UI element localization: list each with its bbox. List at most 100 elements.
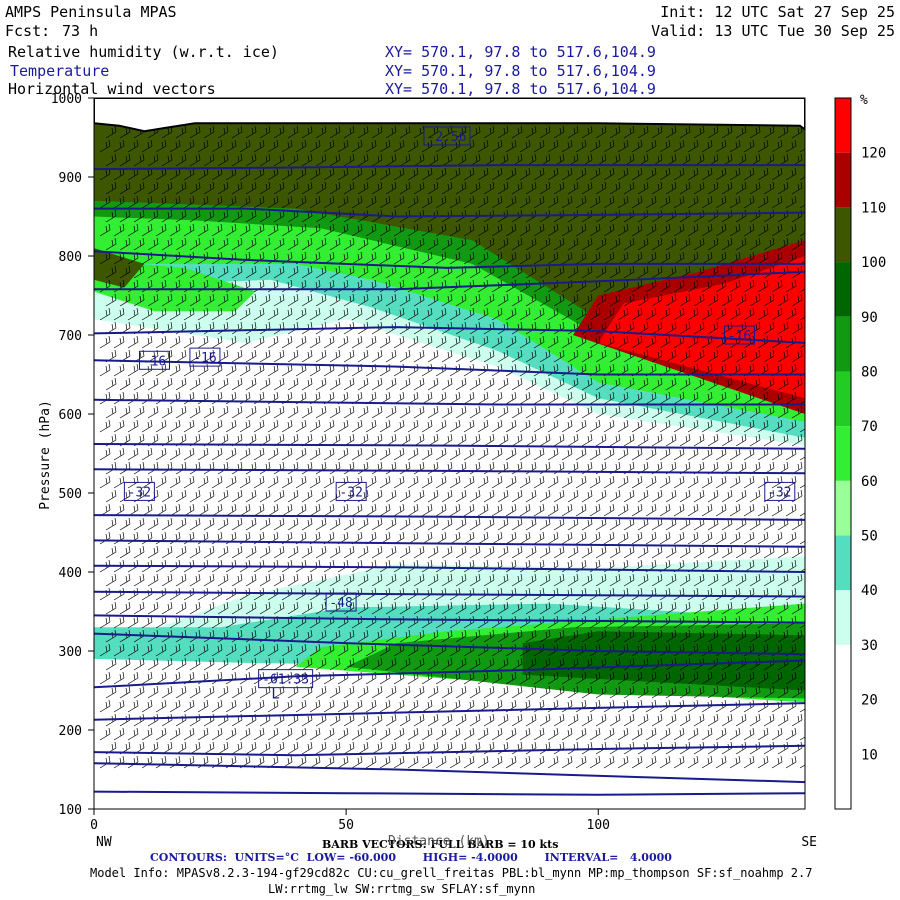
wind-barb bbox=[469, 237, 481, 251]
rh-region-14 bbox=[598, 256, 805, 399]
wind-barb bbox=[553, 181, 565, 195]
wind-barb bbox=[427, 237, 439, 251]
wind-barb bbox=[315, 237, 327, 251]
wind-barb bbox=[799, 232, 805, 237]
wind-barb bbox=[623, 125, 635, 139]
wind-barb bbox=[105, 153, 117, 167]
wind-barb bbox=[575, 139, 587, 153]
wind-barb bbox=[547, 139, 559, 153]
wind-barb bbox=[189, 209, 201, 223]
wind-barb bbox=[99, 223, 111, 237]
colorbar-bin bbox=[835, 480, 851, 536]
y-tick-label: 600 bbox=[59, 408, 82, 423]
wind-barb bbox=[231, 125, 243, 139]
wind-barb bbox=[281, 195, 293, 209]
wind-barb bbox=[99, 139, 111, 153]
wind-barb bbox=[631, 223, 643, 237]
wind-barb bbox=[169, 139, 181, 153]
wind-barb bbox=[371, 265, 383, 279]
wind-barb bbox=[567, 181, 579, 195]
field-xy-rh: XY= 570.1, 97.8 to 517.6,104.9 bbox=[385, 43, 656, 61]
wind-barb bbox=[533, 195, 545, 209]
wind-barb bbox=[189, 125, 201, 139]
wind-barb bbox=[525, 125, 537, 139]
wind-barb bbox=[197, 223, 209, 237]
wind-barb bbox=[141, 223, 153, 237]
wind-barb bbox=[631, 139, 643, 153]
wind-barb bbox=[371, 181, 383, 195]
wind-barb bbox=[127, 223, 139, 237]
wind-barb bbox=[413, 153, 425, 167]
wind-barb bbox=[287, 265, 299, 279]
wind-barb bbox=[231, 293, 243, 307]
wind-barb bbox=[105, 293, 117, 307]
wind-barb bbox=[379, 223, 391, 237]
wind-barb bbox=[287, 237, 299, 251]
wind-barb bbox=[231, 181, 243, 195]
wind-barb bbox=[239, 167, 251, 181]
wind-barb bbox=[749, 181, 761, 195]
wind-barb bbox=[687, 139, 699, 153]
colorbar-tick-label: 110 bbox=[861, 200, 886, 216]
model-info-line1: Model Info: MPASv8.2.3-194-gf29cd82c CU:… bbox=[90, 866, 813, 880]
wind-barb bbox=[511, 125, 523, 139]
wind-barb bbox=[595, 265, 607, 279]
wind-barb bbox=[253, 167, 265, 181]
wind-barb bbox=[687, 279, 699, 293]
wind-barb bbox=[113, 139, 125, 153]
wind-barb bbox=[133, 153, 145, 167]
wind-barb bbox=[183, 139, 195, 153]
wind-barb bbox=[491, 251, 503, 265]
colorbar-tick-label: 40 bbox=[861, 583, 878, 599]
wind-barb bbox=[631, 195, 643, 209]
wind-barb bbox=[637, 265, 649, 279]
wind-barb bbox=[693, 237, 705, 251]
wind-barb bbox=[743, 223, 755, 237]
wind-barb bbox=[687, 223, 699, 237]
wind-barb bbox=[449, 251, 461, 265]
wind-barb bbox=[525, 237, 537, 251]
wind-barb bbox=[245, 293, 257, 307]
wind-barb bbox=[721, 181, 733, 195]
wind-barb bbox=[595, 181, 607, 195]
colorbar-tick-label: 30 bbox=[861, 638, 878, 654]
wind-barb bbox=[295, 251, 307, 265]
wind-barb bbox=[329, 293, 341, 307]
wind-barb bbox=[147, 181, 159, 195]
wind-barb bbox=[175, 153, 187, 167]
wind-barb bbox=[609, 125, 621, 139]
wind-barb bbox=[245, 209, 257, 223]
wind-barb bbox=[735, 125, 747, 139]
y-tick-label: 300 bbox=[59, 645, 82, 660]
wind-barb bbox=[421, 223, 433, 237]
wind-barb bbox=[505, 139, 517, 153]
wind-barb bbox=[491, 139, 503, 153]
wind-barb bbox=[687, 167, 699, 181]
wind-barb bbox=[267, 167, 279, 181]
wind-barb bbox=[567, 125, 579, 139]
wind-barb bbox=[175, 209, 187, 223]
wind-barb bbox=[799, 176, 805, 181]
wind-barb bbox=[603, 139, 615, 153]
wind-barb bbox=[463, 223, 475, 237]
wind-barb bbox=[771, 139, 783, 153]
wind-barb bbox=[133, 209, 145, 223]
wind-barb bbox=[371, 237, 383, 251]
wind-barb bbox=[99, 195, 111, 209]
contour-label: -48 bbox=[329, 596, 352, 611]
wind-barb bbox=[141, 139, 153, 153]
wind-barb bbox=[211, 139, 223, 153]
wind-barb bbox=[469, 181, 481, 195]
wind-barb bbox=[449, 167, 461, 181]
wind-barb bbox=[175, 293, 187, 307]
wind-barb bbox=[175, 265, 187, 279]
wind-barb bbox=[203, 181, 215, 195]
wind-barb bbox=[309, 167, 321, 181]
wind-barb bbox=[175, 237, 187, 251]
wind-barb bbox=[147, 293, 159, 307]
colorbar-bin bbox=[835, 426, 851, 481]
wind-barb bbox=[701, 279, 713, 293]
wind-barb bbox=[309, 195, 321, 209]
wind-barb bbox=[519, 195, 531, 209]
colorbar-tick-label: 100 bbox=[861, 255, 886, 271]
